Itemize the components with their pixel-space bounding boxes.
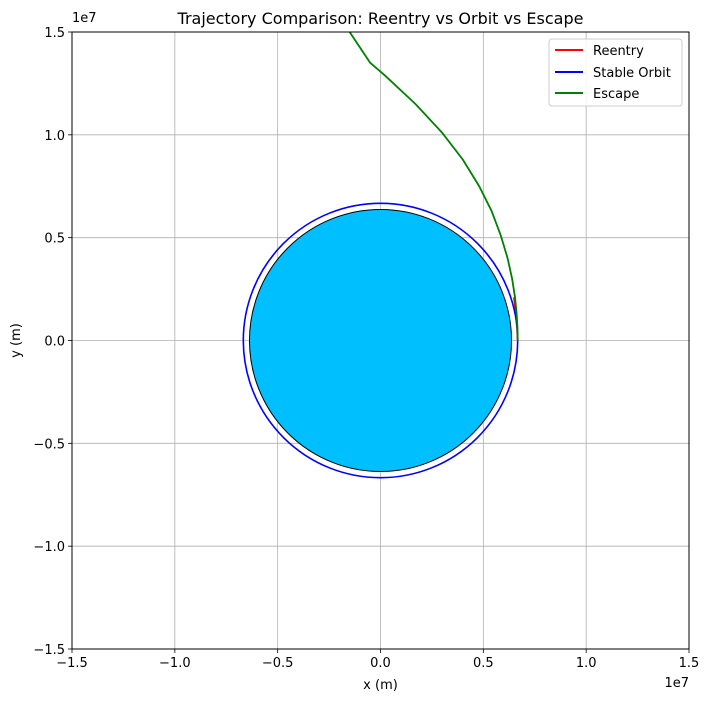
y-tick-label: 1.0	[44, 129, 65, 144]
planet-earth	[248, 208, 513, 473]
x-tick-label: −0.5	[262, 656, 294, 671]
legend-label-escape: Escape	[593, 87, 639, 102]
series-escape-line	[348, 32, 519, 341]
x-tick-label: −1.0	[159, 656, 191, 671]
chart-title: Trajectory Comparison: Reentry vs Orbit …	[177, 9, 584, 28]
x-tick-label: 1.5	[679, 656, 700, 671]
y-tick-label: 1.5	[44, 26, 65, 41]
legend-box	[548, 38, 683, 107]
axis-ticks: −1.5 −1.0 −0.5 0.0 0.5 1.0 1.5 −1.5 −1.0 −0.5 0.0 0…	[33, 26, 699, 671]
x-offset-label: 1e7	[664, 676, 689, 691]
x-tick-label: 0.5	[473, 656, 494, 671]
y-tick-label: −1.5	[33, 643, 65, 658]
x-tick-label: 1.0	[576, 656, 597, 671]
y-tick-label: −0.5	[33, 437, 65, 452]
legend-label-reentry: Reentry	[593, 44, 644, 59]
legend-label-stable-orbit: Stable Orbit	[593, 66, 671, 81]
series-stable-orbit-line	[242, 202, 519, 479]
y-tick-label: 0.5	[44, 232, 65, 247]
y-axis-label: y (m)	[9, 323, 24, 358]
x-axis-label: x (m)	[363, 678, 398, 693]
x-tick-label: −1.5	[56, 656, 88, 671]
y-tick-label: −1.0	[33, 540, 65, 555]
x-tick-label: 0.0	[370, 656, 391, 671]
y-tick-label: 0.0	[44, 335, 65, 350]
plot-data	[242, 32, 519, 479]
y-offset-label: 1e7	[72, 11, 97, 26]
legend: Reentry Stable Orbit Escape	[548, 38, 683, 107]
